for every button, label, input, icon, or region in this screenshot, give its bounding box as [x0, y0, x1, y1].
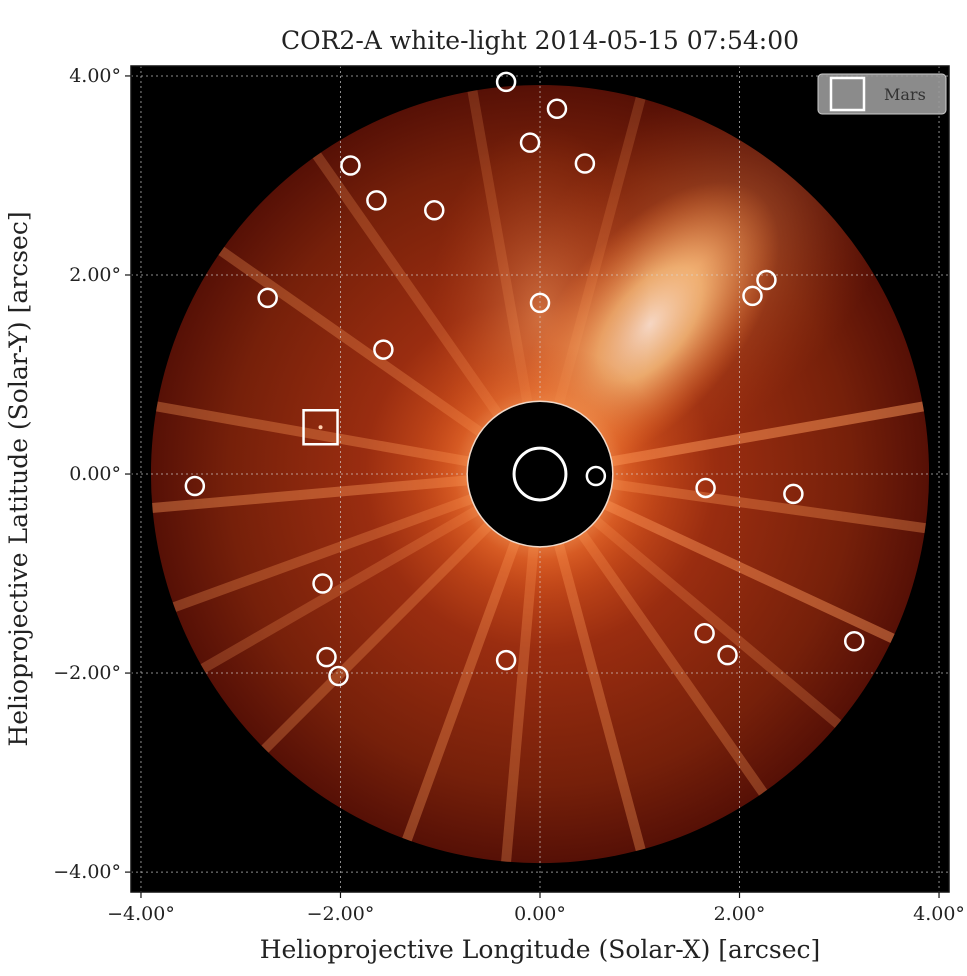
star-marker	[783, 483, 804, 505]
x-tick-label: 4.00°	[913, 903, 965, 925]
y-tick-label: 4.00°	[69, 65, 121, 87]
x-tick-label: 0.00°	[514, 903, 566, 925]
y-axis-label: Helioprojective Latitude (Solar-Y) [arcs…	[4, 211, 33, 746]
occulter	[466, 400, 614, 548]
star-marker	[585, 465, 607, 487]
star-marker	[312, 573, 333, 594]
star-marker	[574, 153, 596, 174]
star-marker	[695, 477, 716, 499]
mars-dot	[318, 425, 323, 430]
star-marker	[340, 155, 361, 176]
x-tick-label: 2.00°	[714, 903, 766, 925]
star-marker	[546, 98, 568, 120]
x-tick-label: −4.00°	[107, 903, 175, 925]
y-axis-ticks: −4.00° −2.00° 0.00° 2.00° 4.00°	[53, 65, 131, 883]
x-axis-ticks: −4.00° −2.00° 0.00° 2.00° 4.00°	[107, 892, 965, 925]
star-marker	[257, 287, 278, 309]
legend-box	[817, 73, 947, 115]
star-marker	[373, 339, 394, 360]
star-marker	[694, 623, 715, 644]
x-tick-label: −2.00°	[307, 903, 375, 925]
legend-label-mars: Mars	[884, 85, 926, 104]
star-marker	[316, 646, 337, 668]
mars-marker	[302, 409, 339, 446]
y-tick-label: −4.00°	[53, 861, 121, 883]
grid	[131, 66, 949, 892]
occulter-disk	[466, 400, 614, 548]
star-marker	[424, 200, 445, 221]
star-marker	[717, 644, 738, 666]
star-marker	[366, 190, 387, 211]
legend: Mars	[817, 73, 947, 115]
y-tick-label: 0.00°	[69, 463, 121, 485]
star-marker	[328, 665, 349, 687]
star-marker	[742, 285, 763, 307]
sun-outline	[512, 446, 568, 502]
y-tick-label: −2.00°	[53, 662, 121, 684]
star-marker	[495, 649, 517, 671]
y-tick-label: 2.00°	[69, 264, 121, 286]
star-marker	[756, 269, 777, 291]
star-marker	[495, 71, 517, 93]
star-markers	[184, 71, 865, 687]
plot-title: COR2-A white-light 2014-05-15 07:54:00	[281, 26, 799, 55]
mars-legend-marker	[829, 76, 866, 112]
star-marker	[843, 630, 865, 652]
star-marker	[184, 475, 206, 497]
x-axis-label: Helioprojective Longitude (Solar-X) [arc…	[260, 935, 821, 964]
star-marker	[529, 292, 551, 314]
star-marker	[519, 132, 541, 153]
